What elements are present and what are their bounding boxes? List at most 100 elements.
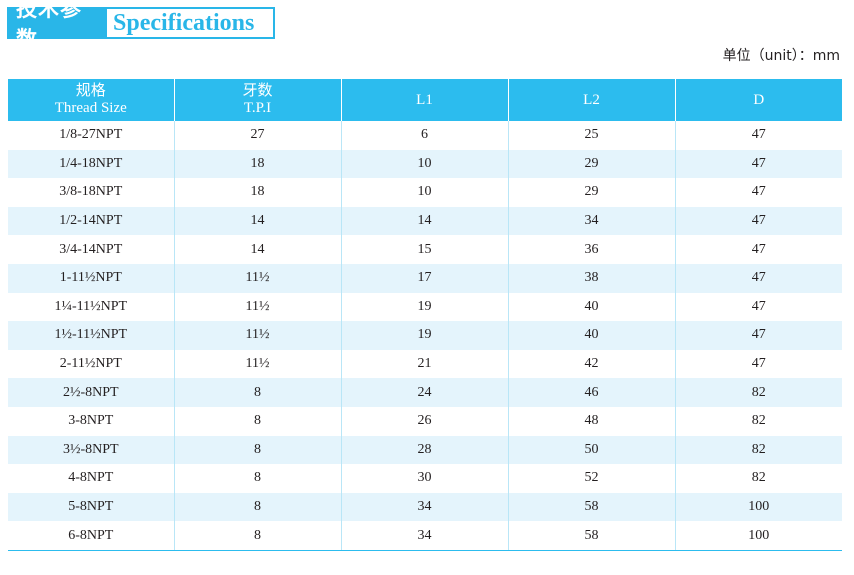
- cell-l2: 42: [507, 349, 675, 379]
- cell-thread-size: 2½-8NPT: [8, 378, 174, 407]
- cell-tpi: 11½: [173, 321, 341, 350]
- cell-l2: 40: [507, 292, 675, 322]
- table-row: 2-11½NPT 11½ 21 42 47: [8, 349, 842, 379]
- cell-thread-size: 3/8-18NPT: [59, 184, 123, 200]
- cell-thread-size: 3-8NPT: [68, 413, 114, 429]
- cell-l1: 28: [340, 435, 508, 465]
- table-row: 6-8NPT 8 34 58 100: [8, 521, 842, 551]
- table-row: 3½-8NPT 8 28 50 82: [8, 435, 842, 465]
- cell-l1: 6: [340, 121, 508, 150]
- cell-d: 82: [674, 464, 842, 493]
- cell-tpi: 14: [173, 235, 341, 264]
- table-row: 4-8NPT 8 30 52 82: [8, 464, 842, 493]
- table-row: 1-11½NPT 11½ 17 38 47: [8, 263, 842, 293]
- cell-d: 47: [674, 292, 842, 322]
- cell-l1: 10: [340, 178, 508, 207]
- cell-d: 100: [674, 521, 842, 551]
- cell-l1: 30: [340, 464, 508, 493]
- cell-l2: 29: [507, 149, 675, 179]
- header-d: D: [674, 79, 842, 121]
- header-line2: T.P.I: [243, 100, 272, 116]
- cell-l1: 14: [340, 206, 508, 236]
- cell-d: 82: [674, 378, 842, 407]
- cell-l1: 34: [340, 492, 508, 522]
- title-english: Specifications: [107, 7, 275, 39]
- cell-tpi: 8: [173, 464, 341, 493]
- cell-l1: 34: [340, 521, 508, 551]
- table-row: 1/8-27NPT 27 6 25 47: [8, 121, 842, 150]
- cell-l1: 21: [340, 349, 508, 379]
- unit-note: 单位（unit）：mm: [722, 48, 840, 64]
- cell-thread-size: 1-11½NPT: [8, 263, 174, 293]
- table-row: 1/2-14NPT 14 14 34 47: [8, 206, 842, 236]
- cell-l2: 58: [507, 521, 675, 551]
- cell-tpi: 27: [173, 121, 341, 150]
- cell-thread-size: 1¼-11½NPT: [54, 298, 128, 314]
- cell-tpi: 8: [173, 492, 341, 522]
- cell-l2: 58: [507, 492, 675, 522]
- cell-d: 47: [674, 149, 842, 179]
- cell-tpi: 8: [173, 435, 341, 465]
- cell-d: 100: [674, 492, 842, 522]
- title-chinese: 技术参数: [7, 0, 107, 51]
- cell-l2: 40: [507, 321, 675, 350]
- header-line1: 牙数: [242, 83, 273, 99]
- header-line1: 规格: [75, 83, 106, 99]
- cell-l1: 24: [340, 378, 508, 407]
- table-row: 1¼-11½NPT 11½ 19 40 47: [8, 292, 842, 322]
- cell-thread-size: 6-8NPT: [8, 521, 174, 551]
- table-row: 3/8-18NPT 18 10 29 47: [8, 178, 842, 207]
- cell-d: 47: [674, 121, 842, 150]
- cell-d: 47: [674, 178, 842, 207]
- header-l2: L2: [507, 79, 675, 121]
- cell-l2: 29: [507, 178, 675, 207]
- section-title: 技术参数 Specifications: [7, 0, 275, 51]
- cell-tpi: 11½: [173, 349, 341, 379]
- cell-thread-size: 1/4-18NPT: [8, 149, 174, 179]
- cell-thread-size: 4-8NPT: [68, 470, 114, 486]
- table-body: 1/8-27NPT 27 6 25 47 1/4-18NPT 18 10 29 47 3/8-18N…: [8, 121, 842, 551]
- cell-l1: 26: [340, 406, 508, 436]
- cell-tpi: 8: [173, 521, 341, 551]
- cell-l2: 48: [507, 406, 675, 436]
- table-row: 3-8NPT 8 26 48 82: [8, 406, 842, 436]
- cell-tpi: 18: [173, 149, 341, 179]
- cell-d: 47: [674, 349, 842, 379]
- cell-l2: 50: [507, 435, 675, 465]
- cell-tpi: 14: [173, 206, 341, 236]
- header-l1: L1: [340, 79, 508, 121]
- cell-l2: 38: [507, 263, 675, 293]
- cell-thread-size: 1½-11½NPT: [8, 321, 174, 350]
- cell-d: 47: [674, 235, 842, 264]
- cell-thread-size: 2-11½NPT: [59, 356, 122, 372]
- cell-l1: 10: [340, 149, 508, 179]
- cell-l2: 36: [507, 235, 675, 264]
- header-tpi: 牙数 T.P.I: [173, 79, 341, 121]
- header-thread-size: 规格 Thread Size: [8, 79, 174, 121]
- table-row: 3/4-14NPT 14 15 36 47: [8, 235, 842, 264]
- cell-thread-size: 5-8NPT: [8, 492, 174, 522]
- cell-tpi: 18: [173, 178, 341, 207]
- specifications-table: 规格 Thread Size 牙数 T.P.I L1 L2 D 1/8-27NPT 2…: [8, 79, 842, 551]
- cell-l1: 15: [340, 235, 508, 264]
- cell-tpi: 11½: [173, 263, 341, 293]
- table-row: 1½-11½NPT 11½ 19 40 47: [8, 321, 842, 350]
- cell-l1: 19: [340, 292, 508, 322]
- cell-tpi: 11½: [173, 292, 341, 322]
- cell-d: 82: [674, 406, 842, 436]
- cell-l2: 34: [507, 206, 675, 236]
- cell-thread-size: 1/2-14NPT: [8, 206, 174, 236]
- table-header-row: 规格 Thread Size 牙数 T.P.I L1 L2 D: [8, 79, 842, 121]
- cell-d: 47: [674, 206, 842, 236]
- cell-d: 47: [674, 263, 842, 293]
- cell-l2: 25: [507, 121, 675, 150]
- cell-l1: 17: [340, 263, 508, 293]
- table-row: 1/4-18NPT 18 10 29 47: [8, 149, 842, 179]
- cell-d: 82: [674, 435, 842, 465]
- cell-thread-size: 1/8-27NPT: [59, 127, 123, 143]
- cell-l2: 52: [507, 464, 675, 493]
- cell-thread-size: 3/4-14NPT: [59, 241, 123, 257]
- table-row: 5-8NPT 8 34 58 100: [8, 492, 842, 522]
- table-row: 2½-8NPT 8 24 46 82: [8, 378, 842, 407]
- header-line2: Thread Size: [54, 100, 127, 116]
